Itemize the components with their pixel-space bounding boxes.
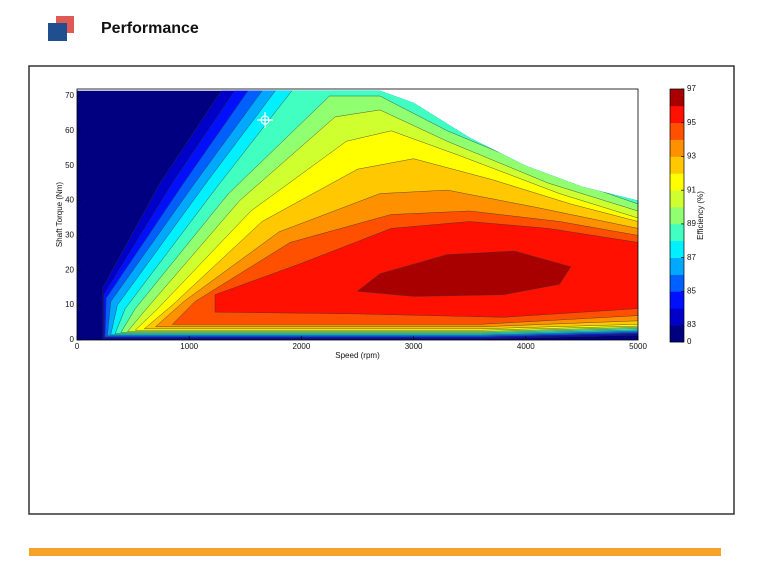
colorbar-band — [670, 274, 684, 292]
colorbar-tick-label: 0 — [687, 337, 692, 346]
colorbar-tick-label: 97 — [687, 84, 696, 93]
x-tick-label: 1000 — [180, 342, 198, 351]
colorbar-border — [669, 88, 685, 343]
footer-bar — [29, 548, 721, 556]
colorbar-tick-label: 95 — [687, 118, 696, 127]
x-tick-label: 0 — [75, 342, 80, 351]
y-tick-label: 60 — [65, 126, 74, 135]
y-tick-label: 70 — [65, 91, 74, 100]
x-tick-label: 4000 — [517, 342, 535, 351]
colorbar-band — [670, 190, 684, 208]
colorbar-band — [670, 105, 684, 124]
cursor — [257, 112, 273, 128]
colorbar-band — [670, 325, 684, 343]
y-axis-label: Shaft Torque (Nm) — [55, 182, 64, 248]
x-tick-label: 3000 — [405, 342, 423, 351]
x-tick-label: 5000 — [629, 342, 647, 351]
colorbar-label: Efficiency (%) — [696, 191, 705, 240]
y-tick-label: 40 — [65, 196, 74, 205]
slide-title: Performance — [101, 20, 199, 37]
x-axis-label: Speed (rpm) — [335, 351, 380, 360]
contour-regions — [102, 90, 638, 340]
colorbar-band — [670, 89, 684, 107]
logo-blue — [48, 23, 67, 41]
plot-border — [76, 88, 639, 341]
y-tick-label: 30 — [65, 231, 74, 240]
y-tick-label: 10 — [65, 300, 74, 309]
plot: 0 1000 2000 3000 4000 5000 0 10 20 30 40 50 60 70 Spee… — [55, 84, 705, 360]
colorbar-band — [670, 122, 684, 140]
colorbar-tick-label: 83 — [687, 320, 696, 329]
colorbar-tick-label: 91 — [687, 185, 696, 194]
contour-region — [356, 250, 572, 297]
colorbar-band — [670, 173, 684, 191]
y-tick-label: 0 — [70, 335, 75, 344]
colorbar-tick-label: 87 — [687, 253, 696, 262]
colorbar-band — [670, 240, 684, 258]
x-tick-label: 2000 — [293, 342, 311, 351]
y-tick-label: 50 — [65, 161, 74, 170]
colorbar-band — [670, 207, 684, 225]
colorbar-band — [670, 257, 684, 275]
colorbar-band — [670, 156, 684, 174]
y-tick-label: 20 — [65, 265, 74, 274]
colorbar-band — [670, 139, 684, 157]
colorbar-band — [670, 223, 684, 242]
colorbar-band — [670, 291, 684, 309]
colorbar-band — [670, 308, 684, 326]
colorbar-tick-label: 93 — [687, 152, 696, 161]
colorbar-tick-label: 85 — [687, 287, 696, 296]
colorbar-tick-label: 89 — [687, 219, 696, 228]
